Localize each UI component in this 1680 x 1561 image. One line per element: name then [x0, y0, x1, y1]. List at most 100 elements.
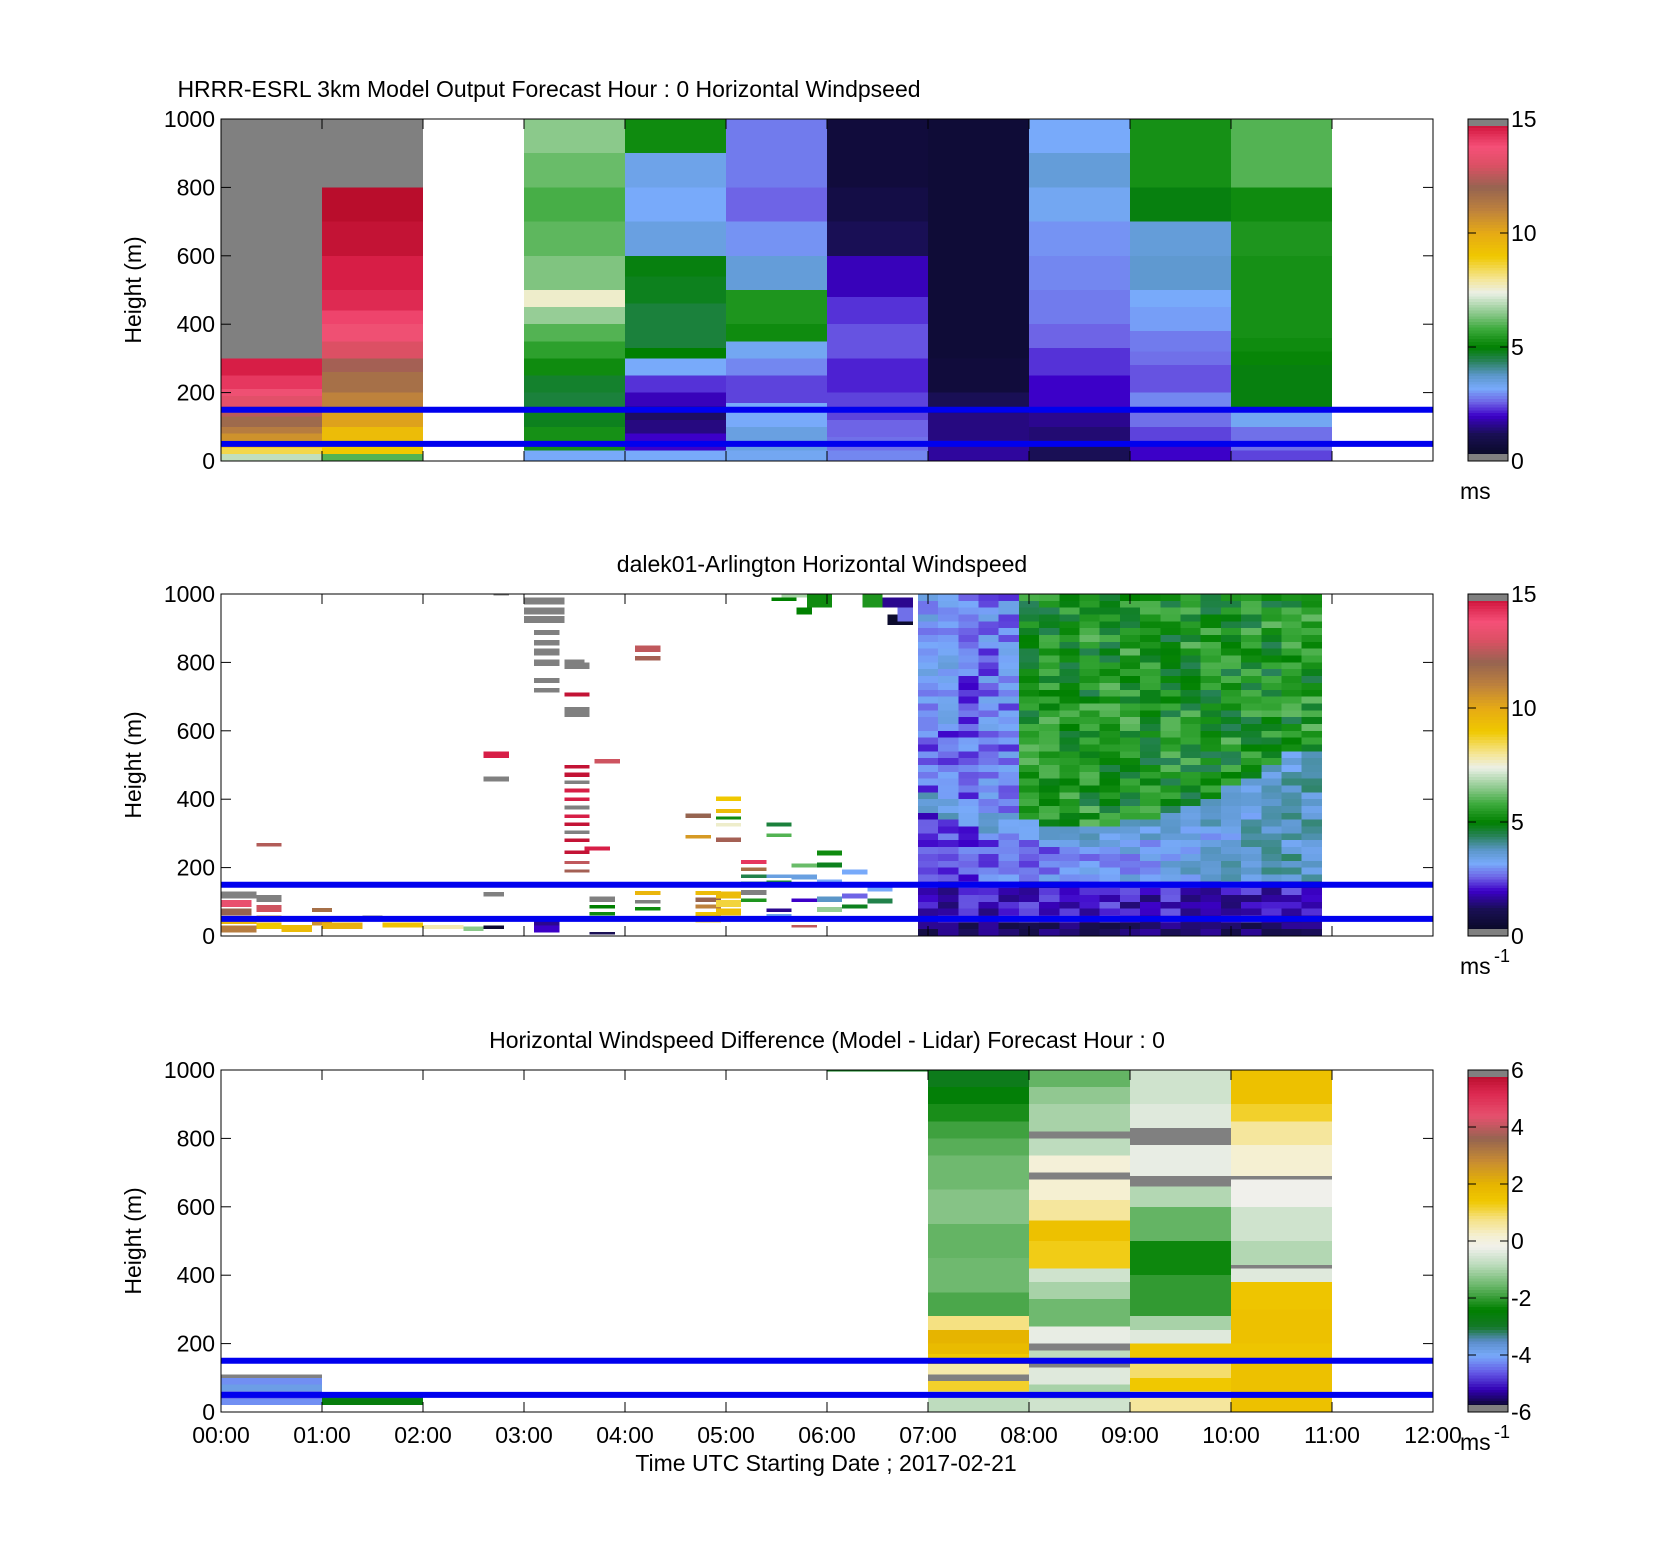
heatmap-cell	[1160, 703, 1181, 711]
heatmap-cell	[938, 648, 959, 656]
heatmap-cell	[1130, 1128, 1231, 1139]
heatmap-cell	[524, 358, 625, 376]
heatmap-cell	[524, 607, 565, 615]
heatmap-cell	[1130, 1138, 1231, 1146]
heatmap-cell	[766, 908, 792, 913]
heatmap-cell	[1231, 119, 1332, 188]
colorbar-swatch	[1468, 176, 1508, 180]
heatmap-cell	[1180, 765, 1201, 772]
heatmap-cell	[625, 348, 726, 359]
heatmap-cell	[1130, 409, 1231, 427]
heatmap-cell	[978, 635, 999, 642]
colorbar-swatch	[1468, 1221, 1508, 1225]
heatmap-cell	[1119, 662, 1141, 670]
heatmap-cell	[917, 717, 939, 724]
heatmap-cell	[998, 765, 1019, 772]
heatmap-cell	[1079, 929, 1100, 936]
heatmap-cell	[1241, 778, 1262, 786]
heatmap-cell	[1200, 696, 1221, 704]
heatmap-cell	[1200, 723, 1221, 731]
heatmap-cell	[1029, 1268, 1130, 1283]
heatmap-cell	[1160, 771, 1181, 779]
heatmap-cell	[1099, 819, 1120, 827]
colorbar-swatch	[1468, 441, 1508, 445]
heatmap-cell	[1241, 860, 1262, 868]
heatmap-cell	[1301, 751, 1322, 759]
colorbar-swatch	[1468, 1107, 1508, 1111]
heatmap-cell	[1200, 874, 1221, 882]
heatmap-cell	[1140, 607, 1161, 615]
colorbar-swatch	[1468, 619, 1508, 624]
heatmap-cell	[1018, 689, 1040, 697]
colorbar-swatch	[1468, 833, 1508, 837]
heatmap-cell	[1059, 847, 1080, 854]
heatmap-cell	[1039, 682, 1060, 690]
heatmap-cell	[1140, 737, 1161, 745]
heatmap-cell	[1220, 744, 1242, 752]
heatmap-cell	[1039, 785, 1060, 793]
heatmap-cell	[1039, 703, 1060, 711]
heatmap-cell	[978, 696, 999, 704]
heatmap-cell	[1119, 894, 1141, 902]
heatmap-cell	[1301, 744, 1322, 752]
heatmap-cell	[1160, 723, 1181, 731]
heatmap-cell	[917, 600, 939, 608]
x-tick-label: 02:00	[394, 1422, 452, 1448]
heatmap-cell	[1261, 710, 1282, 718]
colorbar-swatch	[1468, 372, 1508, 377]
heatmap-cell	[1301, 806, 1322, 813]
heatmap-cell	[1220, 628, 1242, 636]
colorbar-swatch	[1468, 665, 1508, 669]
heatmap-cell	[938, 771, 959, 779]
heatmap-cell	[897, 607, 913, 622]
heatmap-cell	[1039, 655, 1060, 663]
heatmap-cell	[564, 822, 590, 826]
heatmap-cell	[1231, 409, 1332, 427]
heatmap-cell	[726, 402, 827, 427]
heatmap-cell	[1241, 929, 1262, 936]
colorbar-swatch	[1468, 765, 1508, 769]
heatmap-cell	[978, 901, 999, 909]
colorbar-swatch	[1468, 1323, 1508, 1328]
colorbar-swatch	[1468, 1238, 1508, 1242]
heatmap-cell	[998, 929, 1019, 936]
heatmap-cell	[842, 869, 868, 875]
heatmap-cell	[998, 730, 1019, 738]
heatmap-cell	[938, 676, 959, 683]
colorbar-swatch	[1468, 779, 1508, 783]
colorbar-swatch	[1468, 309, 1508, 314]
heatmap-cell	[1099, 901, 1120, 909]
heatmap-cell	[958, 806, 979, 813]
heatmap-cell	[958, 894, 979, 902]
heatmap-cell	[1119, 737, 1141, 745]
heatmap-cell	[791, 874, 817, 880]
heatmap-cell	[998, 806, 1019, 813]
heatmap-cell	[493, 594, 509, 596]
colorbar-swatch	[1468, 1181, 1508, 1185]
heatmap-cell	[1261, 847, 1282, 854]
heatmap-cell	[998, 826, 1019, 834]
heatmap-cell	[1039, 874, 1060, 882]
heatmap-cell	[1261, 751, 1282, 759]
heatmap-cell	[1039, 607, 1060, 615]
heatmap-cell	[1029, 443, 1130, 461]
heatmap-cell	[1039, 867, 1060, 875]
heatmap-cell	[1059, 662, 1080, 670]
colorbar-swatch	[1468, 1363, 1508, 1367]
heatmap-cell	[917, 840, 939, 848]
colorbar-swatch	[1468, 158, 1508, 163]
heatmap-cell	[998, 600, 1019, 608]
heatmap-cell	[1059, 655, 1080, 663]
heatmap-cell	[1140, 847, 1161, 854]
colorbar-swatch	[1468, 318, 1508, 322]
heatmap-cell	[958, 758, 979, 765]
heatmap-cell	[938, 635, 959, 642]
heatmap-cell	[1160, 799, 1181, 807]
colorbar-swatch	[1468, 1337, 1508, 1342]
heatmap-cell	[1180, 867, 1201, 875]
heatmap-cell	[1140, 662, 1161, 670]
heatmap-cell	[1281, 696, 1302, 704]
heatmap-cell	[1261, 696, 1282, 704]
heatmap-cell	[1119, 730, 1141, 738]
heatmap-cell	[589, 905, 615, 909]
